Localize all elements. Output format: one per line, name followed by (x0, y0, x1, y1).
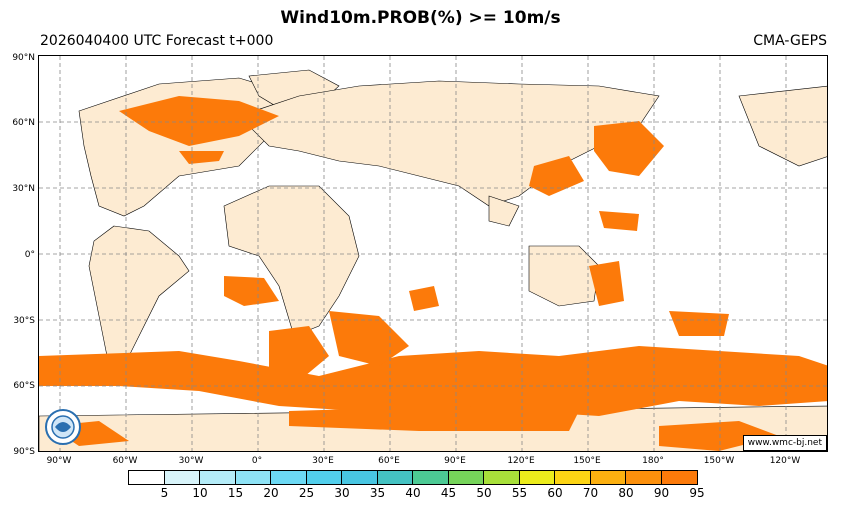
model-name-label: CMA-GEPS (753, 33, 827, 49)
alaska-land (738, 85, 827, 167)
lon-label-60e: 60°E (378, 456, 400, 466)
antarctic-coast-wind-area (289, 406, 579, 431)
atlantic-patch-wind-area (179, 151, 224, 164)
forecast-time-label: 2026040400 UTC Forecast t+000 (40, 33, 274, 49)
graticule-lines (39, 56, 827, 451)
lon-label-90w: 90°W (46, 456, 72, 466)
colorbar-label: 50 (476, 486, 492, 500)
lat-label-30n: 30°N (12, 184, 35, 194)
colorbar-cell (200, 471, 236, 484)
north-atlantic-wind-area (119, 96, 279, 146)
colorbar-cell (235, 471, 271, 484)
colorbar (128, 470, 698, 485)
east-asia-wind-area (529, 156, 584, 196)
colorbar-cell (484, 471, 520, 484)
colorbar-label: 45 (440, 486, 457, 500)
lon-label-150w: 150°W (703, 456, 735, 466)
lon-label-150e: 150°E (573, 456, 601, 466)
colorbar-label: 40 (405, 486, 421, 500)
colorbar-cell (129, 471, 165, 484)
cma-logo-icon (45, 409, 81, 445)
lat-label-60s: 60°S (13, 381, 35, 391)
colorbar-cell (555, 471, 591, 484)
map-area[interactable]: www.wmc-bj.net (38, 55, 828, 452)
colorbar-cell (342, 471, 378, 484)
pacific-patch-wind-area (599, 211, 639, 231)
lat-label-90s: 90°S (13, 447, 35, 457)
lon-label-180: 180° (642, 456, 664, 466)
world-map (39, 56, 827, 451)
south-pacific-wind-area (669, 311, 729, 336)
south-atlantic-wind-area (224, 276, 279, 306)
land-masses (39, 69, 827, 451)
lon-label-60w: 60°W (112, 456, 138, 466)
southern-ocean-wind-area (39, 346, 827, 416)
lon-label-90e: 90°E (444, 456, 466, 466)
lon-label-30w: 30°W (178, 456, 204, 466)
wind-probability-areas (39, 96, 827, 451)
colorbar-label: 5 (160, 486, 169, 500)
colorbar-label: 35 (369, 486, 386, 500)
south-atlantic-cyclone-wind-area (269, 326, 329, 381)
australia-land (528, 245, 600, 307)
lat-label-90n: 90°N (12, 53, 35, 63)
lon-label-120e: 120°E (507, 456, 535, 466)
colorbar-label: 20 (263, 486, 279, 500)
indian-ocean-patch-wind-area (409, 286, 439, 311)
colorbar-cell (306, 471, 342, 484)
colorbar-cell (661, 471, 697, 484)
colorbar-cell (271, 471, 307, 484)
colorbar-label: 25 (298, 486, 315, 500)
colorbar-cell (413, 471, 449, 484)
colorbar-cell (519, 471, 555, 484)
colorbar-label: 70 (582, 486, 599, 500)
colorbar-label: 10 (192, 486, 208, 500)
south-indian-wind-area (329, 311, 409, 366)
colorbar-label: 15 (227, 486, 244, 500)
colorbar-cell (377, 471, 413, 484)
colorbar-label: 55 (511, 486, 528, 500)
lat-label-30s: 30°S (13, 316, 35, 326)
map-title: Wind10m.PROB(%) >= 10m/s (280, 8, 561, 28)
coral-sea-wind-area (589, 261, 624, 306)
colorbar-cell (626, 471, 662, 484)
lon-label-30e: 30°E (312, 456, 334, 466)
lat-label-eq: 0° (24, 250, 35, 260)
lon-label-0: 0° (251, 456, 263, 466)
colorbar-cell (164, 471, 200, 484)
colorbar-label: 95 (689, 486, 705, 500)
colorbar-cell (590, 471, 626, 484)
india-land (488, 195, 520, 227)
colorbar-label: 90 (653, 486, 670, 500)
colorbar-label: 80 (618, 486, 634, 500)
credit-label: www.wmc-bj.net (742, 435, 827, 451)
colorbar-label: 60 (547, 486, 563, 500)
colorbar-label: 30 (334, 486, 350, 500)
lat-label-60n: 60°N (12, 118, 35, 128)
colorbar-cell (448, 471, 484, 484)
north-pacific-wind-area (594, 121, 664, 176)
lon-label-120w: 120°W (769, 456, 801, 466)
